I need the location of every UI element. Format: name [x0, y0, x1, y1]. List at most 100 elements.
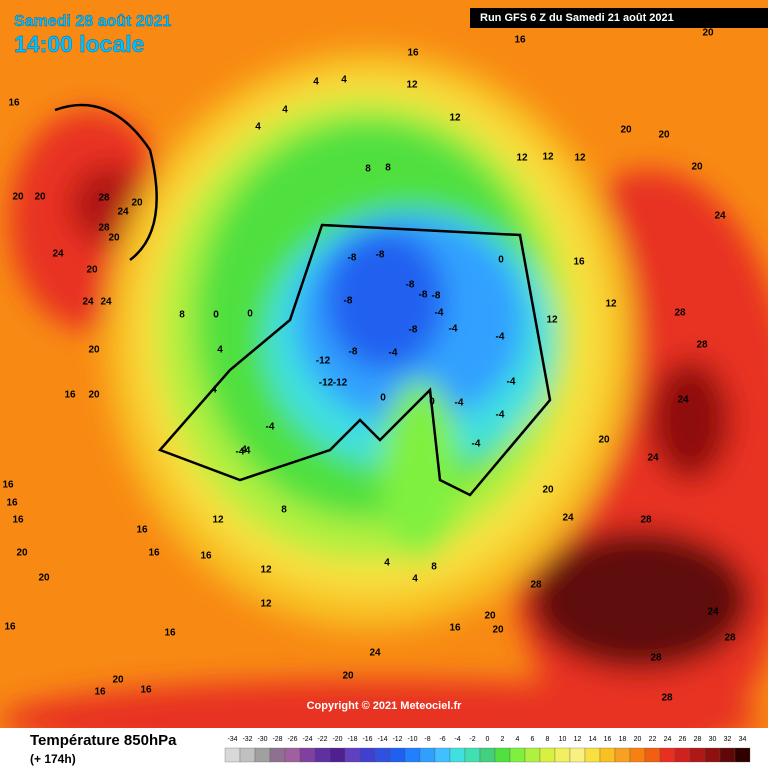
contour-label: 24: [647, 453, 659, 464]
contour-label: 12: [574, 153, 586, 164]
copyright: Copyright © 2021 Meteociel.fr: [307, 700, 463, 712]
contour-label: -4: [389, 348, 398, 359]
contour-label: 24: [677, 395, 689, 406]
colorbar-swatch: [584, 747, 601, 763]
colorbar-tick-label: 6: [531, 736, 535, 743]
contour-label: 16: [140, 685, 152, 696]
colorbar-swatch: [719, 747, 736, 763]
contour-label: 16: [573, 257, 585, 268]
contour-label: 20: [658, 130, 670, 141]
contour-label: -4: [449, 324, 458, 335]
contour-label: -8: [409, 325, 418, 336]
colorbar-tick-label: -24: [302, 736, 312, 743]
colorbar-tick-label: 28: [694, 736, 702, 743]
colorbar-tick-label: 26: [679, 736, 687, 743]
colorbar-swatch: [404, 747, 421, 763]
contour-label: 16: [200, 551, 212, 562]
colorbar-swatch: [494, 747, 511, 763]
contour-label: 20: [88, 390, 100, 401]
contour-label: 20: [38, 573, 50, 584]
colorbar-tick-label: -8: [424, 736, 430, 743]
contour-label: 20: [12, 192, 24, 203]
colorbar-swatch: [314, 747, 331, 763]
contour-label: 12: [260, 599, 272, 610]
colorbar-swatch: [299, 747, 316, 763]
contour-label: 8: [365, 164, 371, 175]
contour-label: 4: [341, 75, 347, 86]
colorbar-swatch: [599, 747, 616, 763]
colorbar-swatch: [449, 747, 466, 763]
contour-label: 24: [562, 513, 574, 524]
contour-label: -4: [472, 439, 481, 450]
contour-label: 16: [64, 390, 76, 401]
contour-label: 20: [542, 485, 554, 496]
contour-label: 0: [247, 309, 253, 320]
contour-label: 12: [605, 299, 617, 310]
colorbar-tick-label: 12: [574, 736, 582, 743]
run-box: [470, 8, 768, 28]
contour-label: 12: [542, 152, 554, 163]
colorbar-tick-label: -26: [287, 736, 297, 743]
colorbar: -34 -32 -30 -28 -26 -24 -22 -20 -18 -16 -14 -12 -10-…: [224, 736, 751, 763]
colorbar-swatch: [689, 747, 706, 763]
contour-label: 4: [412, 574, 418, 585]
contour-label: 28: [661, 693, 673, 704]
contour-label: 20: [598, 435, 610, 446]
colorbar-tick-label: -12: [392, 736, 402, 743]
contour-label: 20: [86, 265, 98, 276]
contour-label: 4: [211, 385, 217, 396]
contour-label: 4: [282, 105, 288, 116]
contour-label: 0: [380, 393, 386, 404]
contour-label: 12: [212, 515, 224, 526]
contour-label: 4: [313, 77, 319, 88]
contour-label: 28: [674, 308, 686, 319]
colorbar-tick-label: 4: [516, 736, 520, 743]
contour-zero: [157, 223, 552, 497]
contour-label: -12: [333, 378, 348, 389]
contour-label: 20: [484, 611, 496, 622]
colorbar-tick-label: -14: [377, 736, 387, 743]
colorbar-swatch: [269, 747, 286, 763]
colorbar-tick-label: -6: [439, 736, 445, 743]
contour-label: 12: [406, 80, 418, 91]
contour-label: 28: [650, 653, 662, 664]
contour-label: 4: [384, 558, 390, 569]
contour-label: 16: [8, 98, 20, 109]
contour-label: -4: [236, 447, 245, 458]
contour-label: 0: [429, 397, 435, 408]
contour-label: 20: [620, 125, 632, 136]
contour-label: 4: [241, 445, 247, 456]
contour-label: 16: [2, 480, 14, 491]
colorbar-swatch: [569, 747, 586, 763]
colorbar-tick-label: -20: [332, 736, 342, 743]
contour-label: 20: [492, 625, 504, 636]
forecast-date: Samedi 28 août 2021: [14, 13, 172, 30]
contour-label: 16: [12, 515, 24, 526]
colorbar-swatch: [389, 747, 406, 763]
contour-label: 28: [696, 340, 708, 351]
contour-label: 12: [546, 315, 558, 326]
colorbar-tick-label: -30: [257, 736, 267, 743]
contour-label: -4: [242, 446, 251, 457]
contour-label: 20: [691, 162, 703, 173]
contour-label: 16: [514, 35, 526, 46]
contour-label: 20: [112, 675, 124, 686]
colorbar-swatch: [374, 747, 391, 763]
colorbar-swatch: [554, 747, 571, 763]
colorbar-swatch: [479, 747, 496, 763]
colorbar-tick-label: 20: [634, 736, 642, 743]
contour-label: 24: [82, 297, 94, 308]
contour-label: 20: [108, 233, 120, 244]
contour-20: [54, 103, 158, 261]
colorbar-swatch: [464, 747, 481, 763]
run-info: Run GFS 6 Z du Samedi 21 août 2021: [480, 12, 674, 24]
contour-label: 8: [281, 505, 287, 516]
colorbar-swatch: [434, 747, 451, 763]
contour-label: 4: [217, 345, 223, 356]
colorbar-swatch: [419, 747, 436, 763]
contour-label: -4: [507, 377, 516, 388]
contour-label: 8: [179, 310, 185, 321]
contour-label: 16: [164, 628, 176, 639]
colorbar-swatch: [509, 747, 526, 763]
